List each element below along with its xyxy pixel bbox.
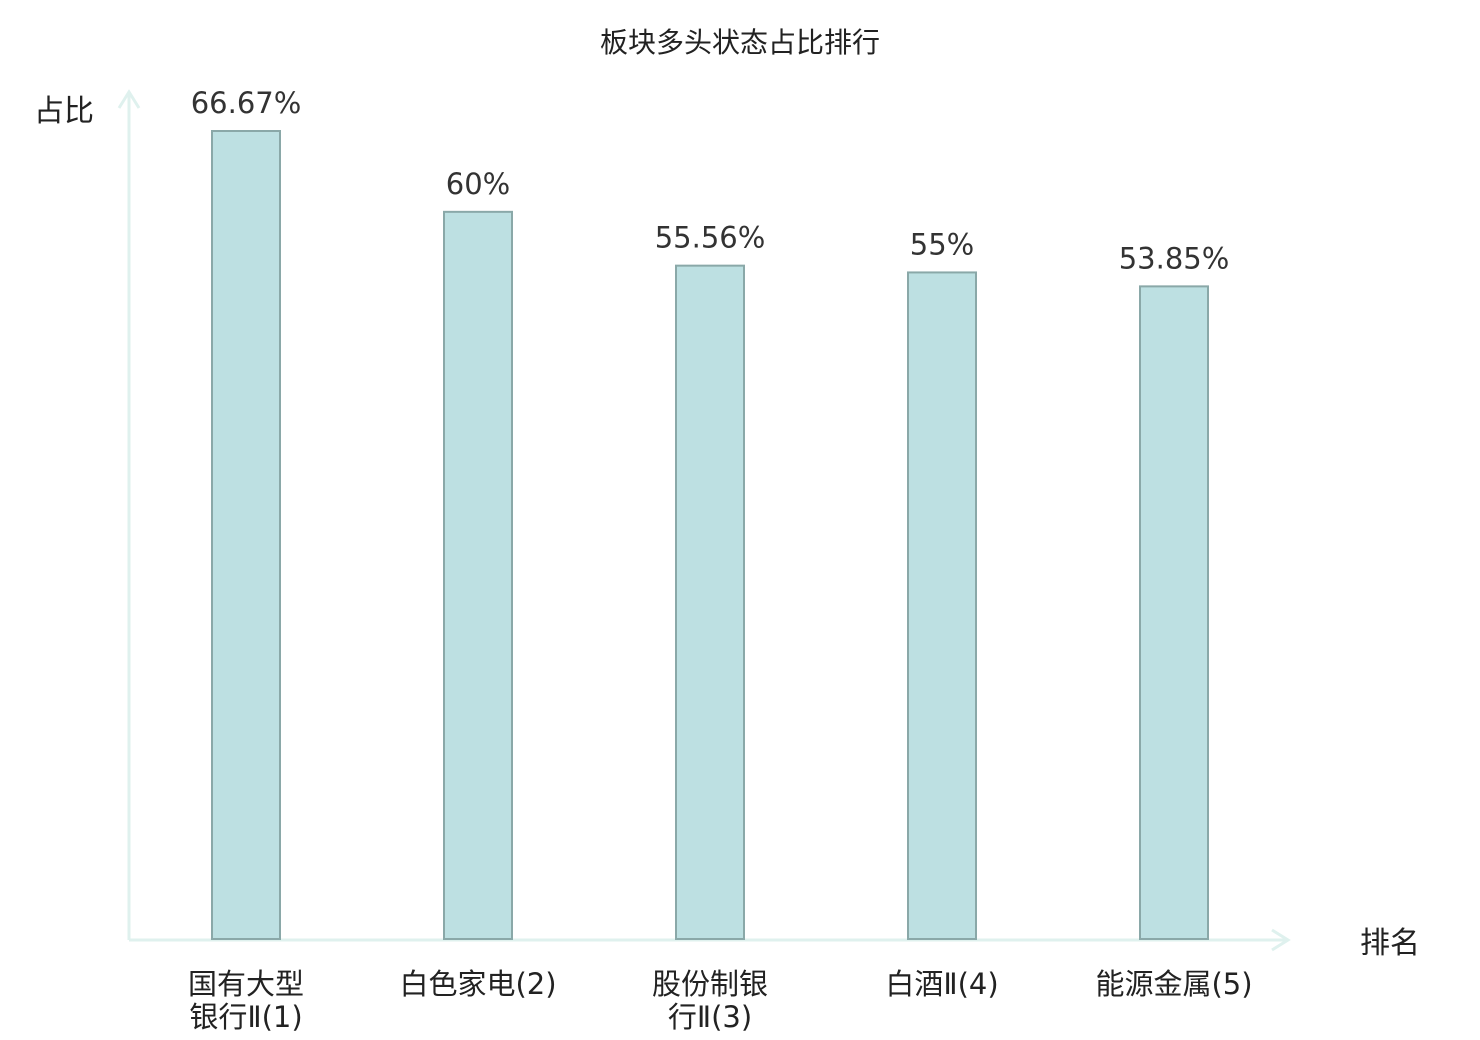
y-axis-arrow (117, 89, 141, 109)
category-label-2: 白色家电(2) (399, 967, 556, 1001)
bar-3 (675, 264, 745, 940)
y-axis-label: 占比 (34, 94, 94, 129)
category-label-1-line-1: 国有大型 (188, 967, 304, 1001)
category-label-3-line-1: 股份制银 (652, 967, 768, 1001)
category-label-1-line-2: 银行Ⅱ(1) (189, 1000, 302, 1034)
category-label-5: 能源金属(5) (1095, 967, 1252, 1001)
value-label-2: 60% (446, 167, 510, 201)
y-axis: 占比 (34, 89, 141, 940)
value-label-3: 55.56% (655, 221, 766, 255)
bar-1 (211, 130, 281, 940)
bar-4 (907, 271, 977, 940)
x-axis-arrow (1271, 928, 1291, 952)
value-label-4: 55% (910, 227, 974, 261)
x-axis-label: 排名 (1360, 926, 1420, 961)
x-axis: 排名 (129, 926, 1420, 961)
value-label-5: 53.85% (1119, 241, 1230, 275)
value-label-1: 66.67% (191, 86, 302, 120)
category-label-3-line-2: 行Ⅱ(3) (668, 1000, 752, 1034)
bar-2 (443, 210, 513, 940)
chart-title: 板块多头状态占比排行 (600, 26, 880, 59)
category-label-4: 白酒Ⅱ(4) (885, 967, 998, 1001)
bar-5 (1139, 285, 1209, 941)
